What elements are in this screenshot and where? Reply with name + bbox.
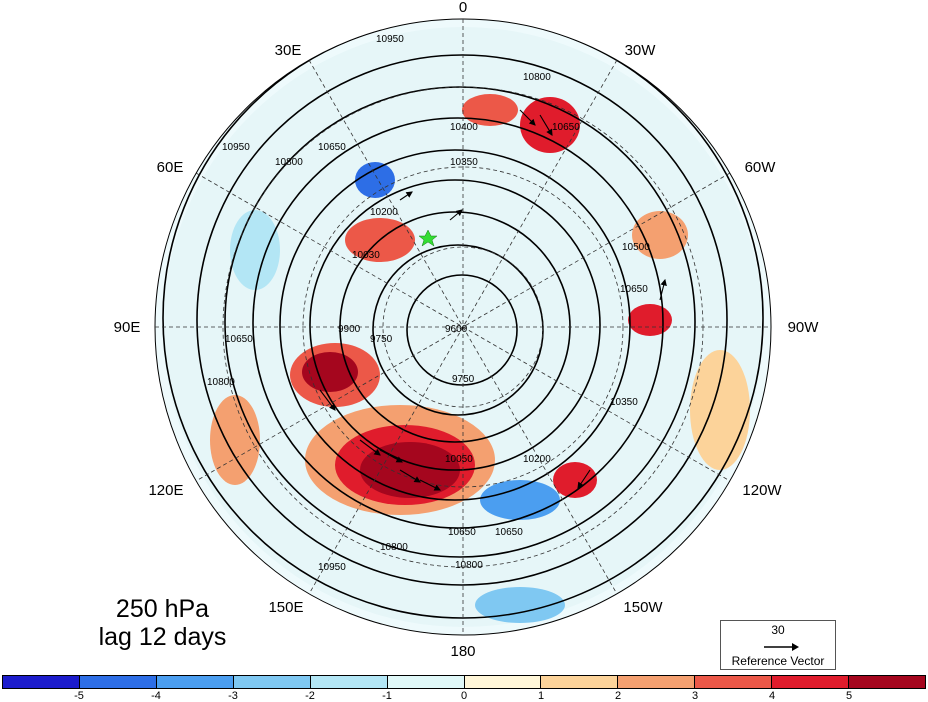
colorbar-swatch bbox=[310, 676, 388, 688]
svg-text:150W: 150W bbox=[623, 599, 663, 616]
svg-text:9900: 9900 bbox=[338, 324, 361, 335]
colorbar-tick-label: -2 bbox=[305, 690, 315, 702]
colorbar-ticks: -5 -4 -3 -2 -1 0 1 2 3 4 5 bbox=[0, 690, 928, 702]
colorbar-swatch bbox=[772, 676, 850, 688]
lag-title: lag 12 days bbox=[98, 623, 227, 651]
svg-text:10800: 10800 bbox=[275, 157, 303, 168]
svg-text:10030: 10030 bbox=[352, 250, 380, 261]
longitude-labels: 0 30W 60W 90W 120W 150W 180 150E 120E 90… bbox=[114, 0, 820, 660]
colorbar-tick-label: 5 bbox=[845, 690, 853, 702]
contour-labels: 10950 10800 10650 10400 10350 10200 1003… bbox=[207, 34, 650, 573]
colorbar-tick-label: -1 bbox=[382, 690, 392, 702]
svg-text:10950: 10950 bbox=[222, 142, 250, 153]
svg-text:10800: 10800 bbox=[455, 560, 483, 571]
pressure-level-title: 250 hPa bbox=[115, 595, 210, 623]
svg-text:30W: 30W bbox=[625, 42, 657, 59]
svg-text:10500: 10500 bbox=[622, 242, 650, 253]
svg-text:10650: 10650 bbox=[448, 527, 476, 538]
reference-vector-label: Reference Vector bbox=[731, 654, 825, 668]
svg-text:10650: 10650 bbox=[620, 284, 648, 295]
svg-text:10650: 10650 bbox=[552, 122, 580, 133]
location-marker-star bbox=[418, 229, 438, 247]
svg-text:10650: 10650 bbox=[225, 334, 253, 345]
reference-arrow-icon bbox=[764, 643, 799, 651]
polar-map: 10950 10800 10650 10400 10350 10200 1003… bbox=[114, 0, 820, 660]
colorbar-swatch bbox=[3, 676, 80, 688]
colorbar-swatch bbox=[387, 676, 465, 688]
svg-text:10800: 10800 bbox=[207, 377, 235, 388]
colorbar-tick-label: 3 bbox=[691, 690, 699, 702]
svg-text:9750: 9750 bbox=[370, 334, 393, 345]
svg-text:90W: 90W bbox=[788, 319, 820, 336]
svg-text:10650: 10650 bbox=[318, 142, 346, 153]
svg-text:150E: 150E bbox=[268, 599, 303, 616]
svg-text:10200: 10200 bbox=[523, 454, 551, 465]
colorbar-swatch bbox=[541, 676, 619, 688]
svg-text:90E: 90E bbox=[114, 319, 141, 336]
svg-text:10200: 10200 bbox=[370, 207, 398, 218]
svg-text:0: 0 bbox=[459, 0, 467, 16]
colorbar-tick-label: -4 bbox=[151, 690, 161, 702]
colorbar-tick-label: 2 bbox=[614, 690, 622, 702]
reference-vector-box: 30 Reference Vector bbox=[720, 620, 836, 670]
colorbar-tick-label: 4 bbox=[768, 690, 776, 702]
svg-text:120E: 120E bbox=[148, 482, 183, 499]
svg-text:120W: 120W bbox=[742, 482, 782, 499]
colorbar-tick-label: 0 bbox=[460, 690, 468, 702]
colorbar-swatch bbox=[233, 676, 311, 688]
svg-text:9600: 9600 bbox=[445, 324, 468, 335]
svg-text:60W: 60W bbox=[745, 159, 777, 176]
svg-text:10050: 10050 bbox=[445, 454, 473, 465]
colorbar-swatch bbox=[849, 676, 926, 688]
colorbar bbox=[2, 675, 926, 689]
svg-text:10950: 10950 bbox=[318, 562, 346, 573]
svg-text:10800: 10800 bbox=[523, 72, 551, 83]
svg-text:180: 180 bbox=[450, 643, 475, 660]
svg-text:9750: 9750 bbox=[452, 374, 475, 385]
colorbar-swatch bbox=[79, 676, 157, 688]
graticule bbox=[155, 19, 771, 635]
wind-vectors bbox=[319, 109, 667, 491]
svg-text:10350: 10350 bbox=[450, 157, 478, 168]
colorbar-swatch bbox=[618, 676, 696, 688]
colorbar-swatch bbox=[464, 676, 542, 688]
colorbar-swatch bbox=[695, 676, 773, 688]
colorbar-swatch bbox=[156, 676, 234, 688]
svg-text:30E: 30E bbox=[275, 42, 302, 59]
svg-text:10800: 10800 bbox=[380, 542, 408, 553]
colorbar-tick-label: -3 bbox=[228, 690, 238, 702]
svg-text:10950: 10950 bbox=[376, 34, 404, 45]
svg-text:10400: 10400 bbox=[450, 122, 478, 133]
svg-text:10350: 10350 bbox=[610, 397, 638, 408]
colorbar-tick-label: 1 bbox=[537, 690, 545, 702]
svg-text:60E: 60E bbox=[157, 159, 184, 176]
svg-text:10650: 10650 bbox=[495, 527, 523, 538]
reference-vector-value: 30 bbox=[771, 623, 785, 637]
colorbar-tick-label: -5 bbox=[74, 690, 84, 702]
